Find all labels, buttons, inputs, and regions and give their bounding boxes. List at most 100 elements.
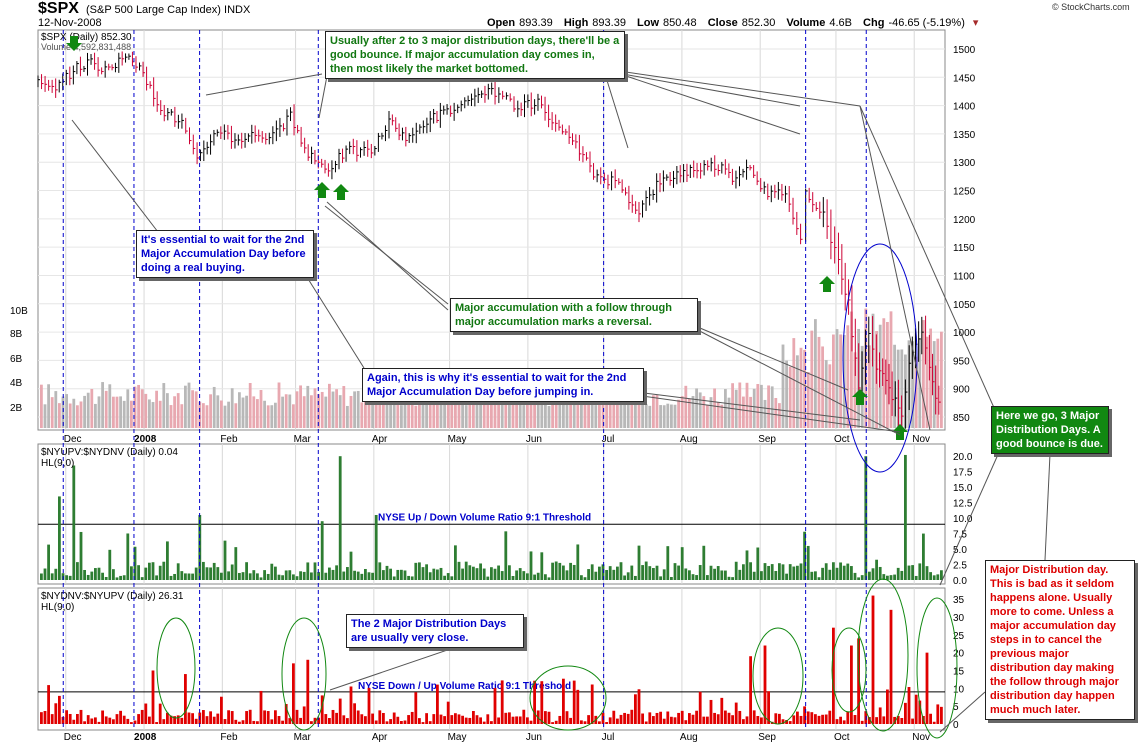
up-ratio-bar <box>374 515 378 580</box>
up-ratio-tick-label: 7.5 <box>953 530 967 541</box>
volume-bar <box>486 388 490 428</box>
down-ratio-bar <box>248 709 252 724</box>
price-tick-label: 1150 <box>953 243 975 254</box>
up-ratio-bar <box>50 573 54 580</box>
x-tick-label: Apr <box>372 434 388 445</box>
up-ratio-bar <box>713 568 716 580</box>
x-tick-label: May <box>448 732 467 743</box>
down-ratio-bar <box>925 652 929 724</box>
up-ratio-bar <box>504 531 508 580</box>
down-ratio-bar <box>598 721 601 724</box>
up-ratio-bar <box>446 573 450 580</box>
volume-bar <box>774 397 778 428</box>
volume-bar <box>760 384 763 428</box>
price-tick-label: 1250 <box>953 187 976 198</box>
volume-bar <box>428 397 432 428</box>
down-ratio-bar <box>184 674 187 724</box>
up-ratio-bar <box>86 574 90 580</box>
up-ratio-bar <box>522 571 526 580</box>
volume-bar <box>871 313 875 428</box>
up-ratio-bar <box>598 566 601 580</box>
x-tick-label: Jul <box>602 434 615 445</box>
up-ratio-bar <box>698 565 702 580</box>
volume-bar <box>205 405 209 428</box>
volume-bar <box>720 404 724 428</box>
volume-bar <box>169 405 173 428</box>
down-ratio-bar <box>50 714 54 724</box>
up-ratio-bar <box>119 575 122 580</box>
down-ratio-bar <box>461 715 464 724</box>
down-ratio-bar <box>43 711 47 724</box>
down-ratio-bar <box>619 714 623 724</box>
up-ratio-bar <box>623 575 626 580</box>
down-ratio-bar <box>853 715 857 724</box>
down-ratio-bar <box>68 713 72 724</box>
volume-bar <box>630 400 634 428</box>
up-ratio-bar <box>464 561 468 580</box>
down-ratio-bar <box>119 710 122 724</box>
volume-bar <box>450 401 454 428</box>
x-tick-label: Mar <box>294 732 312 743</box>
down-ratio-bar <box>281 720 284 724</box>
down-ratio-bar <box>680 710 684 724</box>
note-bounce: Usually after 2 to 3 major distribution … <box>325 31 625 79</box>
up-ratio-bar <box>176 563 180 580</box>
up-ratio-bar <box>230 564 234 580</box>
up-ratio-bar <box>515 570 518 580</box>
up-ratio-bar <box>198 515 202 580</box>
up-ratio-bar <box>601 564 605 580</box>
down-ratio-bar <box>425 713 428 724</box>
volume-bar <box>331 391 335 428</box>
down-ratio-bar <box>558 715 562 724</box>
up-ratio-bar <box>421 567 425 580</box>
up-ratio-bar <box>562 565 565 580</box>
volume-bar <box>558 394 562 428</box>
down-ratio-bar <box>781 719 785 724</box>
down-ratio-bar <box>205 716 209 724</box>
volume-bar <box>281 396 284 428</box>
down-ratio-bar <box>839 716 842 724</box>
note-distribution-day: Major Distribution day. This is bad as i… <box>985 560 1135 720</box>
down-ratio-bar <box>446 701 450 724</box>
down-ratio-bar <box>418 718 421 724</box>
up-ratio-bar <box>133 546 137 580</box>
volume-bar <box>414 405 418 428</box>
up-ratio-bar <box>335 565 338 580</box>
up-ratio-bar <box>824 563 828 580</box>
down-ratio-bar <box>65 710 68 724</box>
down-ratio-bar <box>479 717 482 724</box>
down-ratio-bar <box>241 720 245 724</box>
down-ratio-bar <box>310 721 313 724</box>
down-ratio-bar <box>490 721 493 724</box>
down-ratio-bar <box>83 721 86 724</box>
down-ratio-bar <box>655 712 659 724</box>
volume-bar <box>310 395 313 428</box>
down-ratio-bar <box>112 719 115 724</box>
volume-bar <box>158 400 162 428</box>
down-ratio-bar <box>97 721 101 724</box>
up-ratio-bar <box>904 454 907 580</box>
up-ratio-bar <box>407 575 410 580</box>
up-ratio-bar <box>306 562 310 580</box>
down-ratio-bar <box>644 721 648 724</box>
up-ratio-bar <box>655 565 659 580</box>
up-ratio-bar <box>536 572 540 580</box>
up-ratio-bar <box>716 566 720 580</box>
down-ratio-bar <box>270 719 274 724</box>
down-ratio-bar <box>414 692 418 724</box>
volume-bar <box>713 388 716 428</box>
up-ratio-bar <box>324 572 328 580</box>
volume-bar <box>162 383 166 428</box>
volume-bar <box>439 394 443 428</box>
down-ratio-bar <box>238 721 241 724</box>
up-arrow-icon <box>819 276 835 292</box>
up-ratio-ma-legend: HL(9,0) <box>41 458 74 469</box>
up-ratio-bar <box>734 561 738 580</box>
volume-bar <box>706 404 709 428</box>
down-ratio-bar <box>540 681 544 724</box>
down-ratio-bar <box>472 711 475 724</box>
up-ratio-bar <box>450 576 454 580</box>
down-ratio-bar <box>407 715 410 724</box>
up-ratio-bar <box>907 565 911 580</box>
volume-bar <box>684 385 688 428</box>
